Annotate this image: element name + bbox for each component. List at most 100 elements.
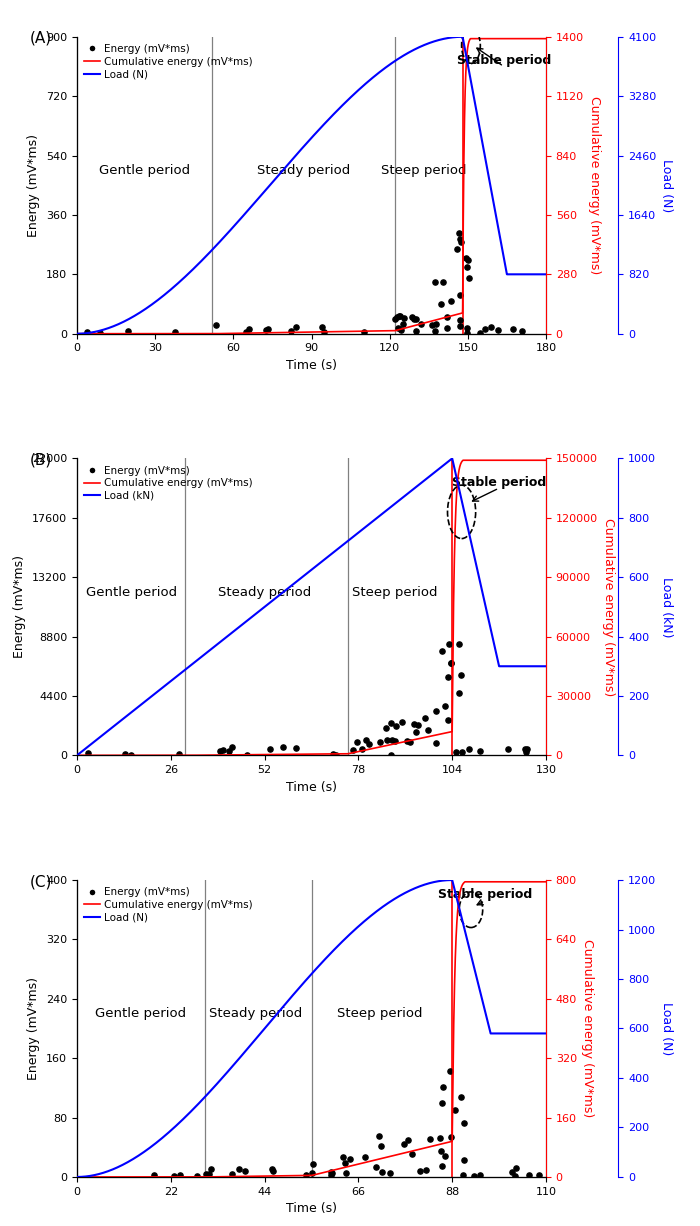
Point (399, 308, 410, 327)
Point (227, 1163, 238, 1183)
Point (244, 319, 255, 338)
Point (398, 1134, 409, 1154)
Point (435, 294, 447, 314)
Point (445, 292, 456, 311)
Point (340, 1163, 351, 1183)
Point (508, 320, 519, 340)
Point (381, 729, 392, 749)
Point (206, 1160, 217, 1179)
Point (214, 742, 225, 761)
Point (463, 267, 475, 287)
Point (506, 1162, 517, 1182)
Text: Gentle period: Gentle period (99, 164, 190, 177)
Point (414, 1161, 426, 1181)
Point (316, 318, 328, 337)
Point (217, 741, 228, 760)
Point (474, 324, 485, 343)
Point (461, 257, 472, 277)
Point (392, 318, 403, 337)
Point (422, 720, 433, 739)
Point (241, 745, 253, 765)
Point (438, 272, 449, 292)
Y-axis label: Cumulative energy (mV*ms): Cumulative energy (mV*ms) (587, 96, 601, 275)
Point (277, 737, 288, 756)
Point (442, 667, 453, 687)
Point (394, 305, 405, 325)
Point (203, 1165, 214, 1184)
Y-axis label: Energy (mV*ms): Energy (mV*ms) (13, 555, 27, 658)
Point (510, 1159, 522, 1178)
Point (455, 232, 466, 251)
Point (474, 742, 485, 761)
Point (169, 322, 181, 342)
Y-axis label: Energy (mV*ms): Energy (mV*ms) (27, 977, 41, 1080)
Point (480, 319, 491, 338)
Point (407, 308, 418, 327)
Point (419, 709, 430, 728)
Point (453, 634, 464, 653)
Text: (A): (A) (30, 31, 52, 45)
Point (326, 1165, 337, 1184)
Point (435, 1128, 446, 1148)
Point (451, 239, 462, 259)
X-axis label: Time (s): Time (s) (286, 781, 337, 793)
Point (402, 731, 413, 750)
Point (345, 1149, 356, 1168)
Y-axis label: Load (N): Load (N) (660, 158, 673, 212)
Text: Steep period: Steep period (351, 586, 438, 598)
Point (380, 718, 391, 738)
Point (443, 635, 454, 655)
Point (426, 315, 438, 335)
Point (223, 741, 235, 760)
Point (430, 701, 442, 721)
Point (429, 321, 440, 341)
Point (439, 1146, 450, 1166)
Point (446, 653, 457, 673)
Point (376, 1162, 387, 1182)
Point (375, 1137, 386, 1156)
Point (519, 739, 531, 759)
Point (416, 315, 427, 335)
Point (386, 729, 398, 749)
Text: Gentle period: Gentle period (85, 586, 176, 598)
Point (521, 742, 532, 761)
Point (449, 1100, 460, 1119)
Point (533, 1166, 545, 1186)
Y-axis label: Cumulative energy (mV*ms): Cumulative energy (mV*ms) (580, 939, 594, 1118)
Point (522, 739, 533, 759)
Point (200, 1163, 211, 1183)
Point (408, 310, 419, 330)
Point (390, 716, 401, 736)
Point (265, 739, 276, 759)
Point (410, 321, 421, 341)
Point (453, 223, 464, 243)
Point (523, 1165, 534, 1184)
Point (410, 309, 421, 329)
Point (347, 741, 358, 760)
Legend: Energy (mV*ms), Cumulative energy (mV*ms), Load (N): Energy (mV*ms), Cumulative energy (mV*ms… (82, 42, 255, 81)
Point (290, 316, 301, 336)
Point (458, 1150, 470, 1170)
Point (454, 316, 466, 336)
Point (351, 732, 363, 752)
Point (430, 272, 441, 292)
Point (443, 710, 454, 729)
Point (468, 1167, 480, 1187)
Point (192, 1166, 203, 1186)
Point (408, 714, 419, 733)
Point (455, 229, 466, 249)
Point (174, 744, 185, 764)
Point (436, 1092, 447, 1112)
Point (406, 1144, 417, 1163)
Text: Steady period: Steady period (218, 586, 312, 598)
Point (326, 1163, 337, 1183)
Point (458, 1165, 469, 1184)
Point (461, 322, 472, 342)
Point (327, 744, 338, 764)
Point (411, 722, 422, 742)
Point (442, 308, 453, 327)
Point (458, 1113, 470, 1133)
Point (359, 1148, 370, 1167)
Point (502, 739, 513, 759)
Legend: Energy (mV*ms), Cumulative energy (mV*ms), Load (kN): Energy (mV*ms), Cumulative energy (mV*ms… (82, 463, 255, 503)
